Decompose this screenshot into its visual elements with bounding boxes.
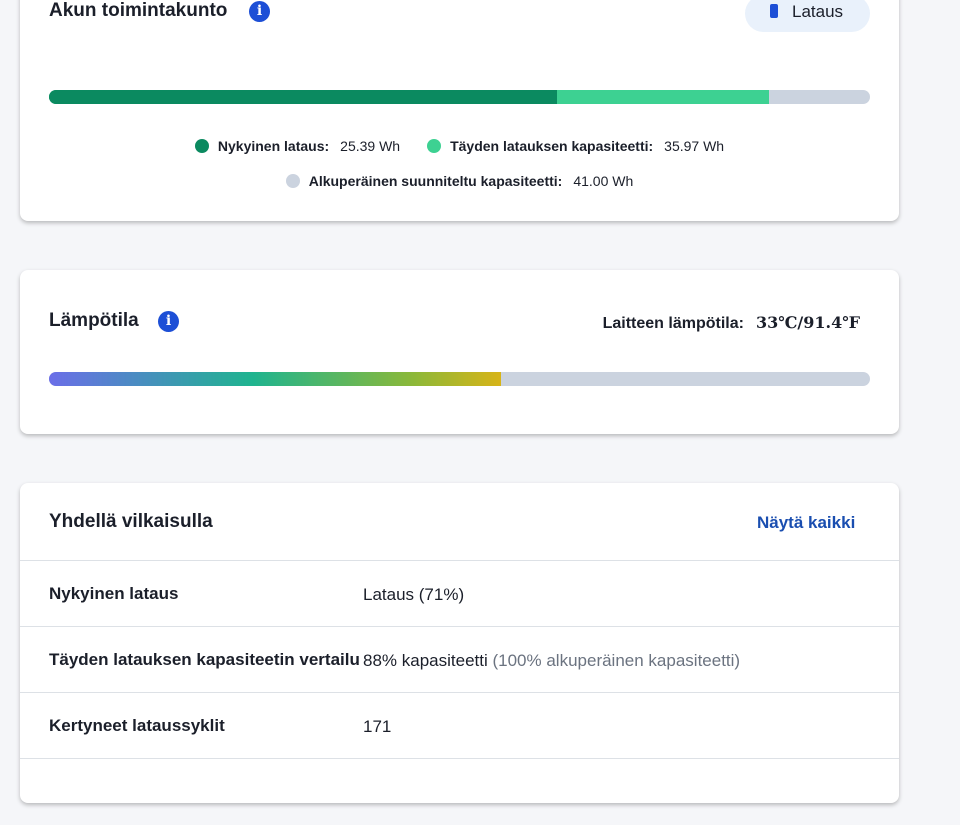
temperature-fill (49, 372, 501, 386)
legend-dot (194, 139, 209, 153)
row-value: Lataus (71%) (363, 585, 465, 604)
row-value: 88% kapasiteetti (100% alkuperäinen kapa… (363, 651, 740, 671)
info-icon[interactable]: i (158, 311, 179, 332)
card-title: Akun toimintakunto (49, 0, 228, 21)
status-text: Lataus (792, 2, 844, 21)
legend-dot (427, 139, 442, 153)
value-main: 88% kapasiteetti (363, 651, 488, 670)
legend-row: Alkuperäinen suunniteltu kapasiteetti: 4… (20, 173, 899, 189)
glance-row (20, 758, 899, 825)
card-title: Lämpötila (49, 310, 139, 331)
legend-label: Alkuperäinen suunniteltu kapasiteetti: (308, 173, 563, 189)
battery-bar (49, 90, 870, 104)
glance-row: Kertyneet lataussyklit 171 (20, 692, 899, 759)
temperature-bar (49, 372, 870, 386)
show-all-link[interactable]: Näytä kaikki (757, 513, 856, 532)
legend-label: Täyden latauksen kapasiteetti: (450, 138, 654, 154)
legend-label: Nykyinen lataus: (217, 138, 330, 154)
row-label: Kertyneet lataussyklit (49, 716, 225, 735)
glance-row: Täyden latauksen kapasiteetin vertailu 8… (20, 626, 899, 693)
temperature-reading: Laitteen lämpötila: 33℃/91.4℉ (603, 313, 860, 333)
glance-row: Nykyinen lataus Lataus (71%) (20, 560, 899, 627)
temperature-card: Lämpötila i Laitteen lämpötila: 33℃/91.4℉ (20, 270, 899, 434)
legend-row: Nykyinen lataus: 25.39 Wh Täyden latauks… (20, 138, 899, 154)
temperature-label: Laitteen lämpötila: (602, 315, 744, 332)
page: Akun toimintakunto i Lataus Nykyinen lat… (20, 0, 899, 759)
row-value: 171 (363, 717, 392, 736)
row-label: Nykyinen lataus (49, 584, 179, 603)
battery-card: Akun toimintakunto i Lataus Nykyinen lat… (20, 0, 899, 221)
legend-value: 35.97 Wh (664, 138, 725, 154)
row-label: Täyden latauksen kapasiteetin vertailu (49, 650, 360, 669)
legend-value: 41.00 Wh (573, 173, 634, 189)
card-title: Yhdellä vilkaisulla (49, 511, 213, 532)
info-icon[interactable]: i (249, 1, 270, 22)
status-pill[interactable]: Lataus (745, 0, 870, 32)
legend-value: 25.39 Wh (340, 138, 401, 154)
bar-segment (49, 90, 558, 104)
value-note: (100% alkuperäinen kapasiteetti) (492, 651, 741, 670)
glance-card: Yhdellä vilkaisulla Näytä kaikki Nykyine… (20, 483, 899, 803)
battery-icon (770, 4, 778, 18)
legend-dot (285, 174, 300, 188)
temperature-value: 33℃/91.4℉ (755, 313, 860, 332)
